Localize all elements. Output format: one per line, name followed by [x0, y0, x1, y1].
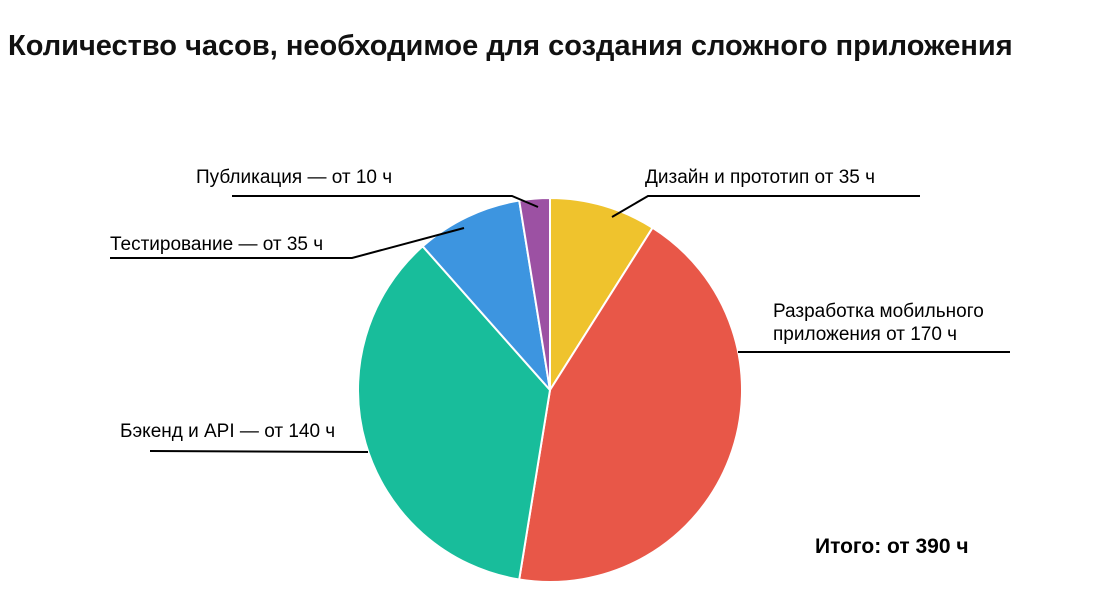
leader-line-testing — [110, 227, 465, 259]
pie-slice-3 — [421, 199, 551, 391]
pie — [357, 197, 744, 583]
chart-title: Количество часов, необходимое для создан… — [8, 30, 1013, 62]
label-design: Дизайн и прототип от 35 ч — [645, 167, 876, 188]
total-label: Итого: от 390 ч — [815, 535, 969, 558]
label-testing: Тестирование — от 35 ч — [110, 234, 324, 255]
leader-line-design — [611, 195, 920, 218]
pie-slice-4 — [518, 197, 551, 391]
label-mobile-development: Разработка мобильного приложения от 170 … — [773, 301, 984, 346]
pie-slice-1 — [518, 226, 744, 583]
leader-line-backend — [149, 450, 369, 453]
leader-line-publish — [232, 195, 539, 208]
label-publish: Публикация — от 10 ч — [196, 167, 393, 188]
pie-slice-2 — [357, 245, 551, 581]
pie-slice-0 — [549, 197, 654, 391]
leader-lines — [110, 195, 1010, 453]
label-backend: Бэкенд и API — от 140 ч — [120, 421, 336, 442]
